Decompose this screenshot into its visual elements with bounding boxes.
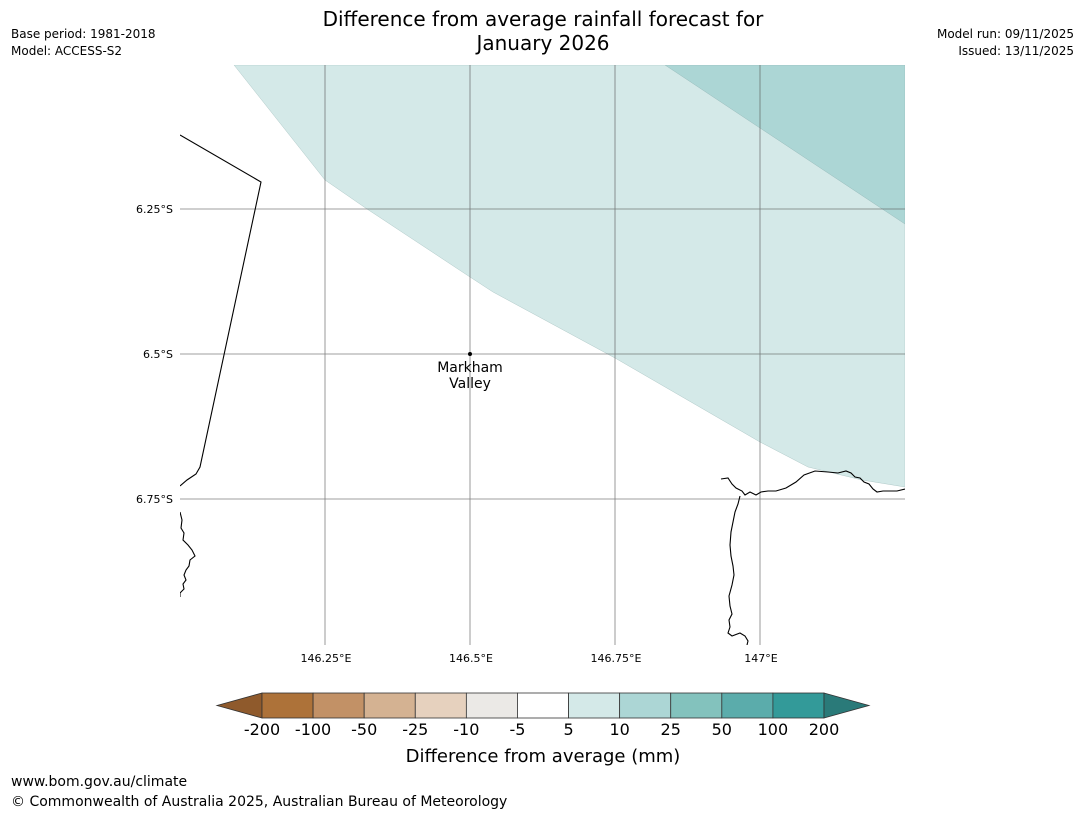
lon-label-146-5: 146.5°E	[449, 652, 493, 665]
colorbar-tick-label: 5	[563, 720, 573, 739]
colorbar-tick-label: -100	[295, 720, 331, 739]
colorbar-ticks: -200 -100 -50 -25 -10 -5 5 10 25 50 100 200	[244, 720, 839, 739]
lat-label-6-25: 6.25°S	[136, 203, 173, 216]
longitude-labels: 146.25°E 146.5°E 146.75°E 147°E	[301, 652, 778, 665]
place-label-line-1: Markham	[437, 360, 503, 376]
lon-label-146-75: 146.75°E	[591, 652, 642, 665]
base-period: Base period: 1981-2018	[11, 27, 156, 41]
colorbar-segment	[619, 692, 672, 719]
coastline-west	[180, 511, 196, 597]
coastline-east	[720, 470, 905, 496]
map-title: Difference from average rainfall forecas…	[243, 7, 843, 55]
region-25-to-50	[664, 65, 905, 225]
title-line-1: Difference from average rainfall forecas…	[322, 7, 764, 31]
colorbar-segment	[465, 692, 518, 719]
colorbar-segment	[312, 692, 365, 719]
colorbar-tick-label: 10	[609, 720, 629, 739]
graticule	[180, 65, 905, 645]
footer-copyright: © Commonwealth of Australia 2025, Austra…	[11, 794, 508, 810]
map-panel: Markham Valley	[180, 65, 905, 645]
colorbar-tick-label: -10	[453, 720, 479, 739]
coastline-south	[727, 495, 749, 645]
colorbar-segment	[772, 692, 825, 719]
colorbar-tick-label: 50	[712, 720, 732, 739]
colorbar-segment	[414, 692, 467, 719]
title-line-2: January 2026	[476, 31, 610, 55]
colorbar	[215, 692, 871, 719]
colorbar-segment	[721, 692, 774, 719]
colorbar-label: Difference from average (mm)	[406, 746, 681, 767]
region-10-to-25	[233, 65, 905, 488]
lon-label-147: 147°E	[744, 652, 777, 665]
colorbar-arrow-low	[215, 692, 263, 719]
meta-left: Base period: 1981-2018 Model: ACCESS-S2	[11, 26, 156, 60]
place-marker	[468, 352, 472, 356]
meta-right: Model run: 09/11/2025 Issued: 13/11/2025	[937, 26, 1074, 60]
model-run: Model run: 09/11/2025	[936, 27, 1074, 41]
colorbar-tick-label: 100	[758, 720, 789, 739]
colorbar-tick-label: -25	[402, 720, 428, 739]
province-border	[180, 134, 262, 487]
lon-label-146-25: 146.25°E	[301, 652, 352, 665]
colorbar-segment	[517, 692, 569, 719]
lat-label-6-5: 6.5°S	[143, 348, 173, 361]
colorbar-tick-label: 25	[661, 720, 681, 739]
colorbar-tick-label: 200	[809, 720, 840, 739]
colorbar-arrow-high	[823, 692, 871, 719]
latitude-labels: 6.25°S 6.5°S 6.75°S	[136, 203, 173, 506]
model-name: Model: ACCESS-S2	[11, 44, 123, 58]
lat-label-6-75: 6.75°S	[136, 493, 173, 506]
footer-url: www.bom.gov.au/climate	[11, 774, 188, 790]
colorbar-tick-label: -200	[244, 720, 280, 739]
colorbar-segment	[670, 692, 723, 719]
colorbar-segment	[363, 692, 416, 719]
colorbar-tick-label: -50	[351, 720, 377, 739]
colorbar-tick-label: -5	[509, 720, 525, 739]
issued-date: Issued: 13/11/2025	[958, 44, 1074, 58]
colorbar-segment	[261, 692, 314, 719]
colorbar-segment	[568, 692, 621, 719]
place-label-line-2: Valley	[449, 376, 491, 392]
coastlines	[180, 134, 905, 645]
